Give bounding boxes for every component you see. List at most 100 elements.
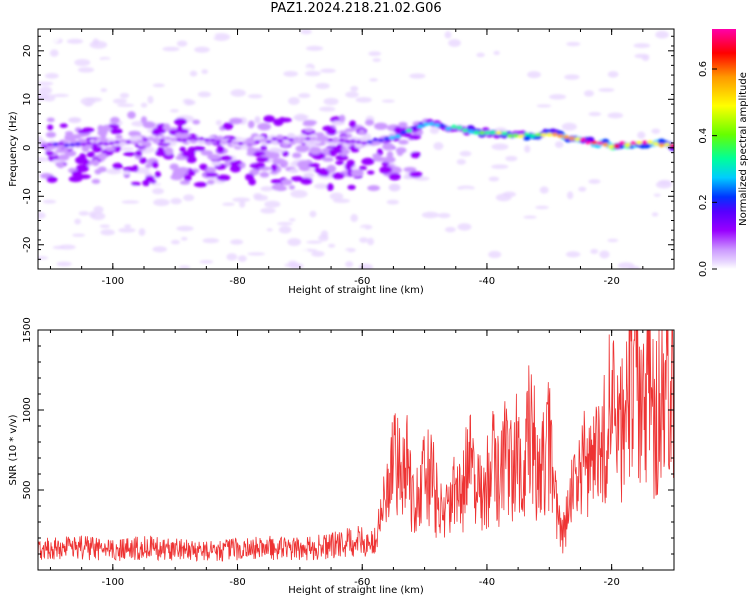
heatmap-cell [411, 125, 418, 130]
heatmap-cell [320, 230, 329, 238]
heatmap-cell [564, 74, 580, 80]
heatmap-cell [385, 56, 400, 62]
heatmap-cell [565, 251, 581, 258]
heatmap-cell [38, 256, 49, 260]
heatmap-cell [154, 171, 162, 178]
heatmap-cell [169, 109, 179, 113]
heatmap-cell [248, 140, 255, 145]
heatmap-cell [308, 163, 321, 168]
heatmap-cell [354, 142, 363, 149]
heatmap-cell [599, 250, 610, 259]
heatmap-cell [43, 94, 56, 102]
heatmap-cell [247, 94, 263, 99]
x-tick-label: -20 [603, 276, 619, 287]
heatmap-cell [669, 144, 674, 148]
heatmap-cell [112, 98, 127, 104]
heatmap-cell [473, 130, 480, 135]
heatmap-cell [488, 250, 502, 259]
heatmap-cell [574, 137, 581, 141]
heatmap-cell [383, 136, 390, 141]
heatmap-cell [377, 138, 384, 143]
heatmap-cell [234, 127, 244, 132]
colorbar-label: Normalized spectral amplitude [738, 72, 749, 226]
heatmap-cell [84, 102, 93, 107]
heatmap-cell [288, 218, 296, 222]
heatmap-cell [372, 58, 381, 62]
heatmap-cell [394, 134, 401, 139]
heatmap-cell [283, 70, 298, 77]
heatmap-cell [197, 91, 212, 98]
heatmap-cell [47, 258, 56, 265]
heatmap-cell [398, 121, 408, 127]
colorbar-tick-label: 0.0 [698, 261, 709, 277]
colorbar-tick-label: 0.4 [698, 128, 709, 144]
heatmap-cell [192, 137, 199, 141]
heatmap-cell [200, 150, 213, 156]
heatmap-cell [655, 30, 669, 39]
heatmap-cell [399, 101, 410, 106]
heatmap-cell [566, 191, 574, 200]
snr-axes: -100 -80 -60 -40 -20 500 1000 1500 [22, 317, 675, 588]
heatmap-cell [546, 132, 553, 137]
heatmap-cell [266, 151, 280, 159]
heatmap-cell [295, 144, 310, 153]
heatmap-cell [142, 137, 149, 142]
heatmap-cell [206, 179, 215, 185]
heatmap-cell [368, 51, 382, 57]
heatmap-cell [314, 183, 328, 190]
heatmap-cell [112, 162, 123, 170]
heatmap-cell [181, 150, 196, 158]
heatmap-cell [176, 125, 184, 134]
heatmap-cell [180, 55, 188, 61]
heatmap-cell [476, 102, 489, 111]
heatmap-cell [658, 179, 672, 185]
heatmap-cell [628, 265, 641, 269]
heatmap-cell [507, 133, 514, 138]
spectrogram-axes: -100 -80 -60 -40 -20 20 10 0 -10 -20 [22, 29, 675, 287]
heatmap-cell [102, 124, 111, 132]
heatmap-cell [92, 159, 100, 167]
heatmap-cell [212, 33, 231, 41]
heatmap-cell [288, 97, 300, 105]
heatmap-cell [186, 155, 197, 164]
heatmap-cell [530, 241, 547, 246]
heatmap-cell [457, 223, 472, 231]
heatmap-cell [167, 244, 175, 250]
heatmap-cell [281, 150, 290, 157]
x-tick-label: -80 [229, 577, 245, 588]
heatmap-cell [316, 39, 326, 47]
heatmap-cell [125, 54, 133, 60]
heatmap-cell [153, 62, 171, 69]
heatmap-cell [352, 108, 361, 115]
heatmap-cell [339, 114, 346, 123]
heatmap-cell [527, 201, 536, 209]
heatmap-cell [77, 129, 91, 134]
heatmap-cell [201, 69, 208, 75]
heatmap-cell [356, 179, 375, 184]
heatmap-cell [491, 143, 509, 151]
heatmap-cell [122, 158, 129, 164]
heatmap-cell [326, 164, 337, 173]
heatmap-cell [214, 232, 221, 237]
heatmap-cell [334, 249, 349, 256]
heatmap-cell [270, 191, 288, 197]
heatmap-cell [472, 71, 485, 76]
heatmap-cell [388, 183, 401, 192]
heatmap-cell [159, 138, 166, 143]
heatmap-cell [361, 141, 368, 145]
heatmap-cell [130, 181, 141, 186]
heatmap-cell [121, 48, 139, 53]
heatmap-cell [444, 226, 456, 233]
heatmap-cell [395, 209, 411, 216]
heatmap-cell [247, 87, 264, 94]
heatmap-cell [274, 185, 287, 192]
heatmap-cell [209, 138, 216, 142]
heatmap-cell [523, 132, 530, 137]
heatmap-cell [288, 138, 295, 142]
spectrogram-y-label: Frequency (Hz) [8, 111, 19, 187]
heatmap-cell [631, 64, 649, 69]
heatmap-cell [229, 117, 243, 125]
heatmap-cell [585, 140, 592, 145]
heatmap-cell [92, 145, 103, 153]
heatmap-cell [331, 172, 345, 180]
